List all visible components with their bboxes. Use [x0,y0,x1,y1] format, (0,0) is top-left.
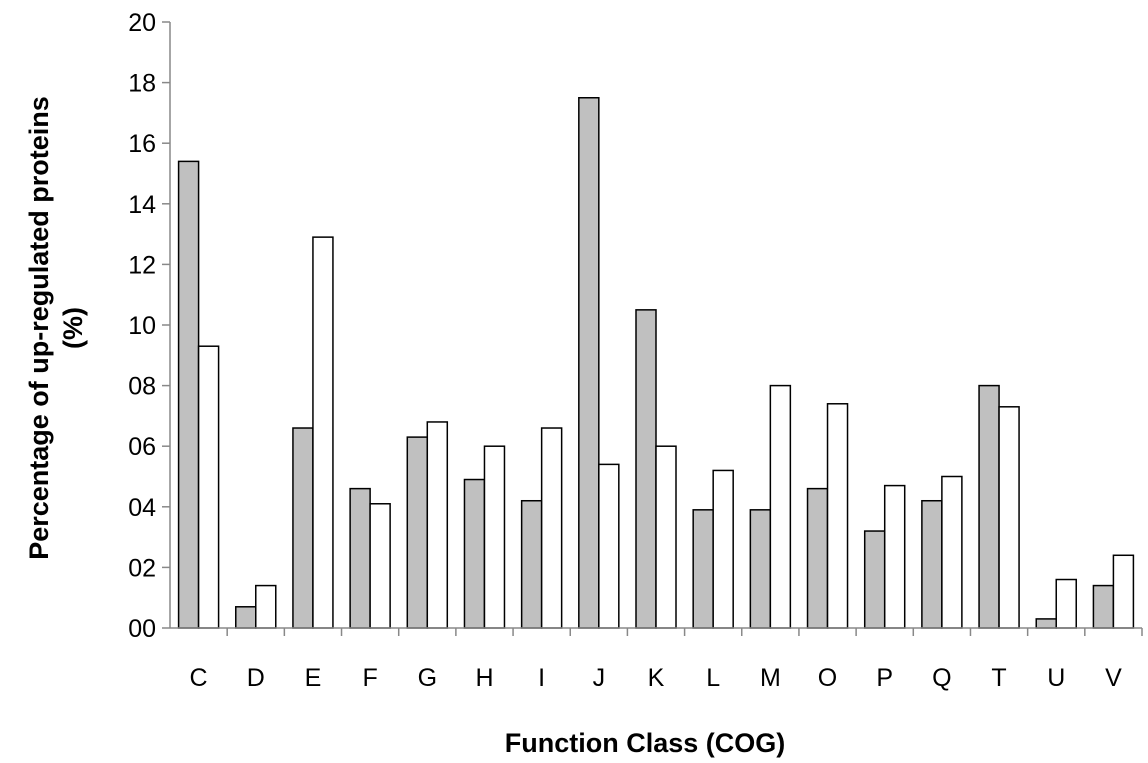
bar-L-series1 [692,509,714,629]
x-tick-label-E: E [305,664,322,692]
bar-G-series2 [426,421,449,629]
bar-Q-series2 [941,475,963,629]
bar-J-series1 [578,97,600,629]
x-tick-label-T: T [991,664,1006,692]
x-tick-label-V: V [1105,664,1122,692]
x-tick-label-C: C [190,664,208,692]
bar-K-series2 [655,445,677,629]
bar-D-series1 [235,606,257,629]
y-tick-label-10: 10 [128,312,156,340]
x-tick-label-D: D [247,664,265,692]
y-tick-label-16: 16 [128,130,156,158]
bar-K-series1 [635,309,657,629]
bar-J-series2 [598,463,620,629]
y-axis-title-line2: (%) [58,307,88,349]
x-axis-title: Function Class (COG) [505,728,786,758]
x-tick-label-I: I [538,664,545,692]
bar-I-series1 [520,499,543,629]
x-tick-label-L: L [706,664,720,692]
y-tick-label-14: 14 [128,191,156,219]
x-tick-label-H: H [475,664,493,692]
y-tick-label-06: 06 [128,433,156,461]
bar-P-series1 [863,530,886,629]
bar-H-series1 [463,478,486,629]
y-axis-title-line1: Percentage of up-regulated proteins [24,96,54,560]
bar-M-series1 [749,509,772,629]
bar-F-series2 [369,503,391,629]
x-tick-label-P: P [876,664,893,692]
bar-T-series1 [978,384,1000,629]
bar-O-series2 [826,403,849,629]
x-tick-label-G: G [418,664,437,692]
bar-E-series2 [312,236,334,629]
x-tick-label-K: K [648,664,665,692]
y-axis-title: Percentage of up-regulated proteins (%) [24,96,88,560]
x-tick-label-M: M [760,664,781,692]
bar-D-series2 [255,584,277,629]
y-ticks-group: 00 02 04 06 08 10 12 14 16 18 20 [128,9,156,643]
x-tick-label-O: O [818,664,837,692]
bar-I-series2 [540,427,563,629]
y-tick-label-08: 08 [128,373,156,401]
bar-V-series1 [1092,584,1115,629]
y-tick-label-18: 18 [128,70,156,98]
bar-Q-series1 [921,499,943,629]
bar-O-series1 [806,487,829,629]
bar-U-series2 [1055,578,1077,629]
bars-group [177,97,1135,629]
x-tick-label-U: U [1047,664,1065,692]
bar-U-series1 [1035,618,1057,629]
axes-group [162,21,1143,636]
bar-G-series1 [406,436,429,629]
bar-M-series2 [769,384,792,629]
y-tick-label-02: 02 [128,554,156,582]
y-tick-label-04: 04 [128,494,156,522]
bar-V-series2 [1112,554,1135,629]
y-tick-label-20: 20 [128,9,156,37]
bar-F-series1 [349,487,371,629]
bar-C-series1 [177,160,200,629]
y-tick-label-00: 00 [128,615,156,643]
bar-E-series1 [292,427,314,629]
bar-T-series2 [998,406,1020,629]
bar-C-series2 [197,345,220,629]
bar-L-series2 [712,469,734,629]
x-tick-label-F: F [362,664,377,692]
bar-H-series2 [483,445,506,629]
y-tick-label-12: 12 [128,251,156,279]
bar-P-series2 [883,484,906,629]
x-tick-label-Q: Q [932,664,951,692]
x-tick-label-J: J [593,664,606,692]
